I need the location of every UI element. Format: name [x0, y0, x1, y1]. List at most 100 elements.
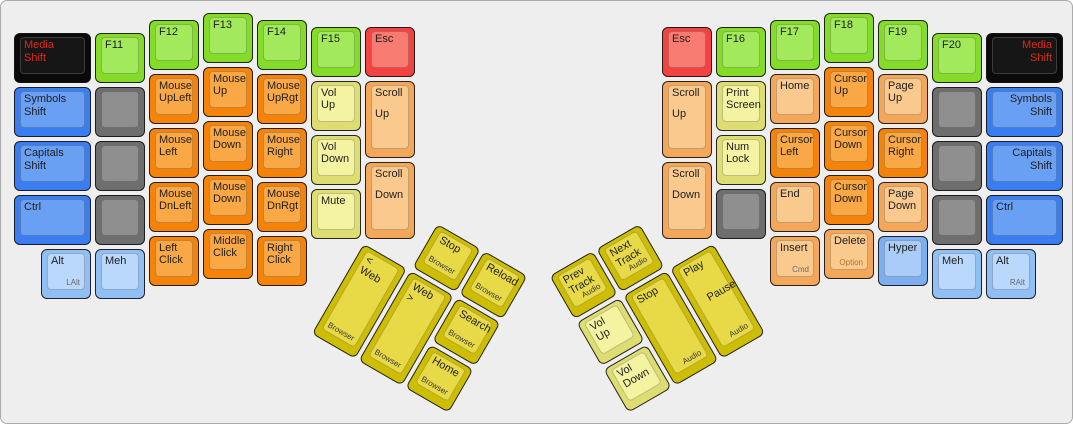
key-home-nav[interactable]: Home [770, 73, 820, 124]
key-blank-r3[interactable] [716, 188, 766, 239]
key-right-click[interactable]: Right Click [257, 235, 307, 286]
key-label: Mouse Down [213, 127, 247, 152]
key-ctrl-right[interactable]: Ctrl [986, 195, 1063, 246]
keycap-top: Symbols Shift [20, 91, 85, 129]
key-f17[interactable]: F17 [770, 19, 820, 70]
key-esc-right[interactable]: Esc [662, 26, 712, 77]
key-blank-r1[interactable] [932, 87, 982, 138]
key-symbols-shift-left[interactable]: Symbols Shift [14, 87, 91, 138]
key-num-lock[interactable]: Num Lock [716, 134, 766, 185]
key-mouse-down-2[interactable]: Mouse Down [203, 175, 253, 225]
key-middle-click[interactable]: Middle Click [203, 229, 253, 279]
key-capitals-shift-right[interactable]: Capitals Shift [986, 141, 1063, 192]
key-delete[interactable]: Delete Option [824, 229, 874, 279]
key-blank-l3[interactable] [95, 195, 145, 246]
key-label: Mouse Up [213, 73, 247, 98]
key-f12[interactable]: F12 [149, 19, 199, 70]
key-label: F12 [159, 25, 178, 38]
key-blank-l2[interactable] [95, 141, 145, 192]
key-cursor-right[interactable]: Cursor Right [878, 127, 928, 178]
key-mid-label: Up [672, 107, 687, 120]
key-mouse-down-1[interactable]: Mouse Down [203, 121, 253, 171]
key-blank-l1[interactable] [95, 87, 145, 138]
key-sub-label: Browser [326, 319, 357, 343]
keycap-top: F20 [938, 37, 976, 75]
key-scroll-down-left[interactable]: Scroll Down [365, 161, 415, 239]
keycap-top: Scroll Up [668, 84, 706, 149]
keycap-top: End [776, 185, 814, 223]
key-sub-label: Option [839, 258, 863, 267]
key-mouse-dnleft[interactable]: Mouse DnLeft [149, 181, 199, 232]
key-left-click[interactable]: Left Click [149, 235, 199, 286]
key-meh-left[interactable]: Meh [95, 249, 145, 300]
key-mouse-right[interactable]: Mouse Right [257, 127, 307, 178]
key-insert[interactable]: Insert Cmd [770, 235, 820, 286]
keycap-top: Mouse Down [209, 179, 247, 216]
key-label: Cursor Down [834, 127, 868, 152]
key-f20[interactable]: F20 [932, 33, 982, 84]
key-blank-r4[interactable] [932, 195, 982, 246]
key-cursor-down-2[interactable]: Cursor Down [824, 175, 874, 225]
key-alt-left[interactable]: Alt LAlt [41, 249, 91, 300]
key-scroll-down-right[interactable]: Scroll Down [662, 161, 712, 239]
keycap-top: Right Click [263, 239, 301, 277]
key-cursor-down-1[interactable]: Cursor Down [824, 121, 874, 171]
key-print-screen[interactable]: Print Screen [716, 80, 766, 131]
key-ctrl-left[interactable]: Ctrl [14, 195, 91, 246]
key-scroll-up-left[interactable]: Scroll Up [365, 80, 415, 158]
keycap-top: Mouse Down [209, 125, 247, 162]
key-f15[interactable]: F15 [311, 26, 361, 77]
keycap-top: Insert Cmd [776, 239, 814, 277]
key-f19[interactable]: F19 [878, 19, 928, 70]
key-media-shift-left[interactable]: Media Shift [14, 33, 91, 84]
keycap-top: Capitals Shift [992, 145, 1057, 183]
key-label: F14 [267, 25, 286, 38]
key-symbols-shift-right[interactable]: Symbols Shift [986, 87, 1063, 138]
key-f14[interactable]: F14 [257, 19, 307, 70]
key-label: Num Lock [726, 140, 750, 165]
keycap-top: Meh [938, 253, 976, 291]
keycap-top: Meh [101, 253, 139, 291]
key-hyper[interactable]: Hyper [878, 235, 928, 286]
key-mouse-upleft[interactable]: Mouse UpLeft [149, 73, 199, 124]
keycap-top: Left Click [155, 239, 193, 277]
key-label: Home [780, 79, 810, 92]
keycap-top: Cursor Down [830, 179, 868, 216]
key-label: Mouse UpRgt [267, 79, 301, 105]
keycap-top: Esc [668, 30, 706, 68]
key-end-nav[interactable]: End [770, 181, 820, 232]
key-page-down[interactable]: Page Down [878, 181, 928, 232]
key-sub-label: Cmd [792, 264, 809, 274]
key-media-shift-right[interactable]: Media Shift [986, 33, 1063, 84]
key-mouse-uprgt[interactable]: Mouse UpRgt [257, 73, 307, 124]
key-label: Reload [483, 260, 521, 289]
keycap-top: Alt RAlt [992, 253, 1030, 291]
key-vol-down-left[interactable]: Vol Down [311, 134, 361, 185]
key-scroll-up-right[interactable]: Scroll Up [662, 80, 712, 158]
key-mouse-left[interactable]: Mouse Left [149, 127, 199, 178]
key-f13[interactable]: F13 [203, 13, 253, 63]
key-meh-right[interactable]: Meh [932, 249, 982, 300]
key-esc-left[interactable]: Esc [365, 26, 415, 77]
key-cursor-up[interactable]: Cursor Up [824, 67, 874, 117]
key-label: Capitals Shift [1012, 147, 1052, 172]
key-cursor-left[interactable]: Cursor Left [770, 127, 820, 178]
key-f16[interactable]: F16 [716, 26, 766, 77]
key-label: Mouse Right [267, 133, 301, 159]
key-vol-up-left[interactable]: Vol Up [311, 80, 361, 131]
key-blank-r2[interactable] [932, 141, 982, 192]
keycap-top: Mute [317, 192, 355, 230]
keycap-top: Home Browser [414, 350, 467, 402]
key-f11[interactable]: F11 [95, 33, 145, 84]
key-mouse-up[interactable]: Mouse Up [203, 67, 253, 117]
key-mouse-dnrgt[interactable]: Mouse DnRgt [257, 181, 307, 232]
keycap-top: Media Shift [992, 37, 1057, 75]
keycap-top [101, 91, 139, 129]
key-capitals-shift-left[interactable]: Capitals Shift [14, 141, 91, 192]
key-mute[interactable]: Mute [311, 188, 361, 239]
key-f18[interactable]: F18 [824, 13, 874, 63]
key-alt-right[interactable]: Alt RAlt [986, 249, 1036, 300]
key-page-up[interactable]: Page Up [878, 73, 928, 124]
keycap-top: Num Lock [722, 138, 760, 176]
